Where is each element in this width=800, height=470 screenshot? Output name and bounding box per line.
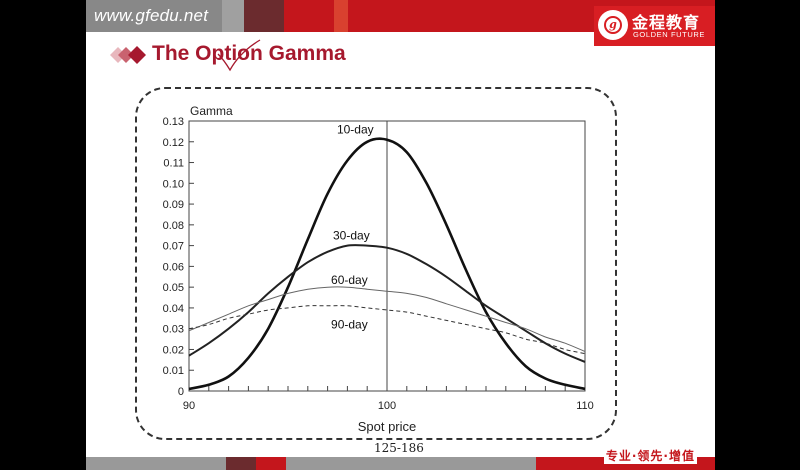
y-tick-label: 0.02	[163, 344, 184, 356]
series-label: 60-day	[331, 273, 368, 287]
series-label: 10-day	[337, 122, 374, 136]
x-axis-label: Spot price	[358, 419, 417, 434]
header-color-block	[222, 0, 244, 32]
gamma-chart: 0 0.01 0.02 0.03 0.04 0.05 0.06 0.07 0.08 0.09 0.1…	[163, 104, 594, 434]
title-diamond-icon	[110, 46, 146, 64]
footer-slogan: 专业·领先·增值	[603, 447, 697, 464]
footer-color-block	[226, 457, 256, 470]
series-label: 30-day	[333, 228, 370, 242]
series-line-60-day	[188, 286, 586, 352]
logo-english-text: GOLDEN FUTURE	[633, 30, 705, 39]
x-tick-label: 90	[183, 400, 195, 412]
chart-dashed-frame	[135, 87, 617, 440]
series-label: 90-day	[331, 318, 368, 332]
header-color-block	[334, 0, 348, 32]
logo-mark: g	[604, 16, 622, 34]
y-tick-label: 0.10	[163, 178, 184, 190]
x-tick-label: 110	[576, 400, 594, 412]
y-tick-label: 0.06	[163, 261, 184, 273]
header-color-block	[284, 0, 334, 32]
site-url[interactable]: www.gfedu.net	[94, 6, 209, 25]
logo-chinese-text: 金程教育	[632, 13, 701, 32]
series-line-90-day	[188, 305, 586, 355]
slide-title: The Option Gamma	[152, 42, 346, 65]
y-tick-label: 0.13	[163, 116, 184, 128]
footer-color-block	[286, 457, 536, 470]
logo-emblem-icon: g	[598, 10, 628, 40]
y-tick-label: 0.07	[163, 241, 184, 253]
x-tick-label: 100	[378, 400, 396, 412]
footer-color-block	[256, 457, 286, 470]
header-color-block	[244, 0, 284, 32]
y-tick-label: 0.01	[163, 365, 184, 377]
y-tick-label: 0	[178, 386, 184, 398]
page-number: 125-186	[374, 441, 424, 455]
y-tick-label: 0.05	[163, 282, 184, 294]
header-color-block	[86, 0, 222, 32]
footer-bar	[86, 457, 715, 470]
slide: www.gfedu.net g 金程教育 GOLDEN FUTURE The O…	[86, 0, 715, 470]
y-tick-label: 0.03	[163, 324, 184, 336]
y-tick-label: 0.09	[163, 199, 184, 211]
y-tick-label: 0.12	[163, 137, 184, 149]
series-line-10-day	[188, 137, 586, 391]
y-axis-label: Gamma	[190, 104, 233, 118]
footer-color-block	[86, 457, 226, 470]
y-tick-label: 0.08	[163, 220, 184, 232]
y-tick-label: 0.04	[163, 303, 184, 315]
golden-future-logo: g 金程教育 GOLDEN FUTURE	[594, 6, 715, 46]
handwritten-check-mark-icon	[217, 39, 261, 72]
y-tick-label: 0.11	[163, 158, 184, 170]
